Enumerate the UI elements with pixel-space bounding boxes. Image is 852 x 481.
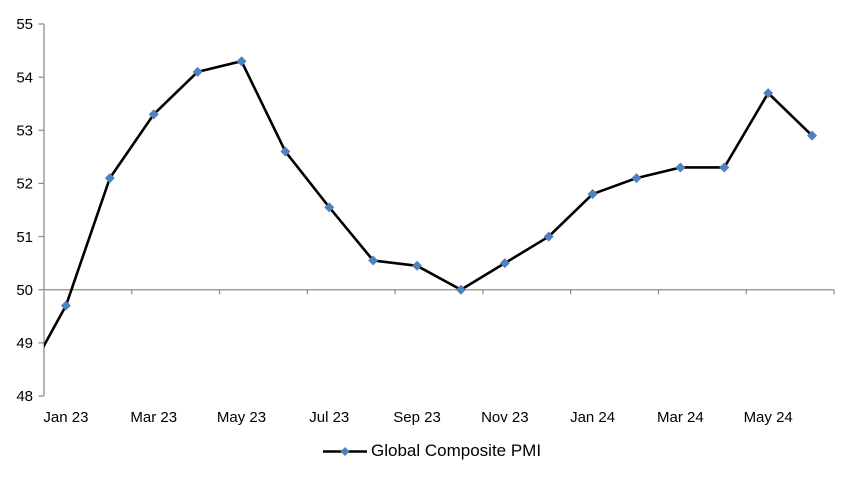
- data-point-aug-23: [368, 255, 379, 266]
- x-axis-label-jan-24: Jan 24: [570, 409, 615, 426]
- y-axis-label-48: 48: [16, 388, 33, 405]
- data-point-jul-23: [324, 202, 335, 213]
- data-point-apr-23: [192, 66, 203, 77]
- y-axis-label-54: 54: [16, 69, 33, 86]
- x-axis-label-jul-23: Jul 23: [309, 409, 349, 426]
- y-axis-label-52: 52: [16, 176, 33, 193]
- y-axis-label-55: 55: [16, 16, 33, 33]
- chart-legend: Global Composite PMI: [323, 442, 541, 460]
- legend-line-marker-swatch: [323, 446, 367, 456]
- x-axis-label-mar-23: Mar 23: [130, 409, 177, 426]
- y-axis-label-49: 49: [16, 335, 33, 352]
- x-axis-label-sep-23: Sep 23: [393, 409, 441, 426]
- data-point-mar-24: [675, 162, 686, 173]
- data-point-may-23: [236, 56, 247, 67]
- data-point-may-24: [763, 88, 774, 99]
- data-point-sep-23: [412, 260, 423, 271]
- data-point-jun-23: [280, 146, 291, 157]
- legend-label: Global Composite PMI: [371, 441, 542, 460]
- series-global-composite-pmi: [44, 56, 818, 349]
- x-axis-label-nov-23: Nov 23: [481, 409, 529, 426]
- data-point-jan-23: [60, 300, 71, 311]
- data-point-mar-23: [148, 109, 159, 120]
- y-axis-label-51: 51: [16, 229, 33, 246]
- data-point-feb-23: [104, 173, 115, 184]
- data-point-dec-23: [543, 231, 554, 242]
- x-axis-label-may-23: May 23: [217, 409, 266, 426]
- y-axis-label-53: 53: [16, 122, 33, 139]
- data-point-feb-24: [631, 173, 642, 184]
- pmi-line: [44, 59, 813, 349]
- data-point-apr-24: [719, 162, 730, 173]
- data-point-jun-24: [807, 130, 818, 141]
- data-point-jan-24: [587, 189, 598, 200]
- x-axis-label-mar-24: Mar 24: [657, 409, 704, 426]
- data-point-oct-23: [455, 284, 466, 295]
- x-axis-label-may-24: May 24: [744, 409, 793, 426]
- legend-diamond-marker-icon: [340, 446, 350, 456]
- x-axis-label-jan-23: Jan 23: [43, 409, 88, 426]
- data-point-nov-23: [499, 258, 510, 269]
- y-axis-label-50: 50: [16, 282, 33, 299]
